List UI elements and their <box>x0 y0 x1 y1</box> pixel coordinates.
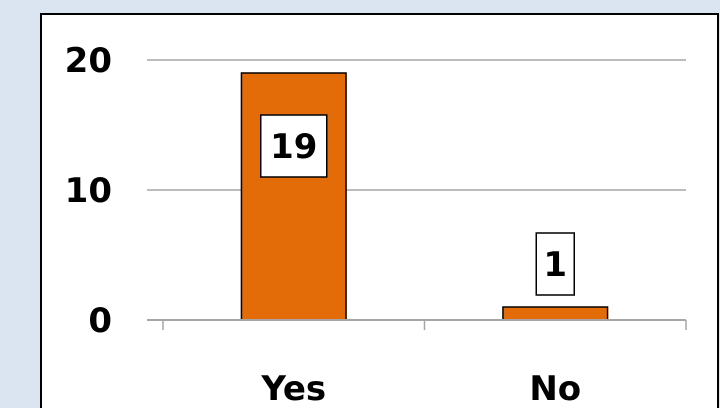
bars <box>240 72 609 321</box>
x-category-label-no: No <box>529 369 581 408</box>
x-category-label-yes: Yes <box>260 369 326 408</box>
bar-yes <box>240 72 347 321</box>
gridlines <box>147 59 686 191</box>
y-tick-label-0: 0 <box>88 301 112 341</box>
y-tick-label-10: 10 <box>65 171 112 211</box>
data-label-box-no <box>535 232 575 296</box>
chart-frame <box>40 13 719 408</box>
data-label-no: 1 <box>543 245 567 285</box>
y-tick-label-20: 20 <box>65 41 112 81</box>
labels: 0 10 20 Yes 19 No 1 <box>65 41 581 408</box>
data-label-box-yes <box>260 114 328 178</box>
bar-no <box>502 306 609 321</box>
axes <box>147 319 687 330</box>
data-label-yes: 19 <box>270 127 317 167</box>
